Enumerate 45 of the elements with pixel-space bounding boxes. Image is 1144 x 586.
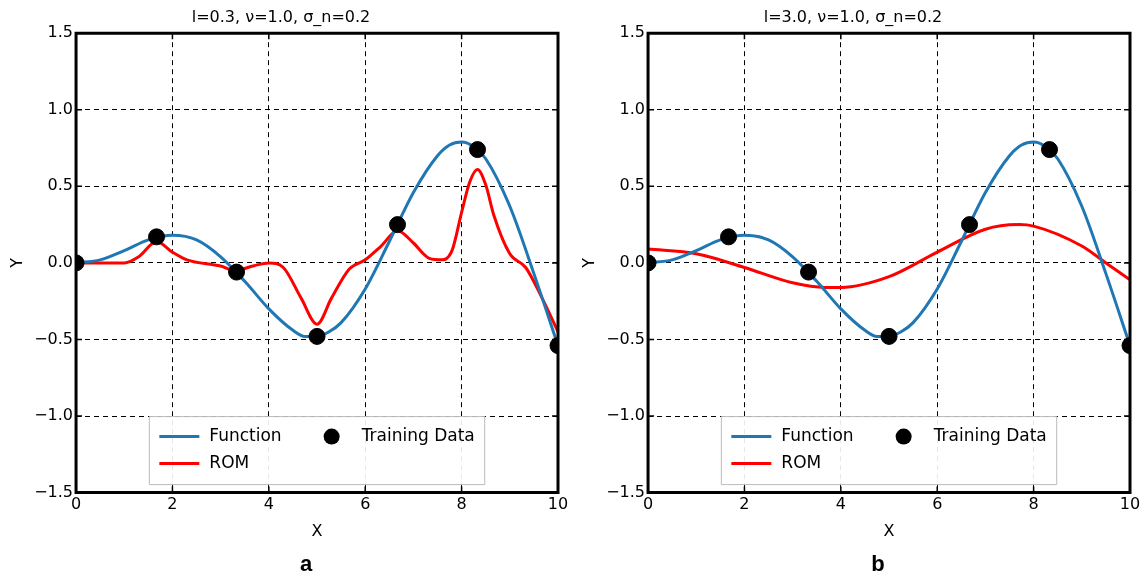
y-tick-label: 1.0 bbox=[619, 98, 646, 118]
y-tick-label: −0.5 bbox=[34, 328, 74, 348]
x-tick-label: 10 bbox=[547, 494, 569, 514]
point bbox=[880, 327, 898, 345]
legend-label: Training Data bbox=[360, 425, 475, 446]
x-tick-label: 8 bbox=[456, 494, 467, 514]
y-tick-label: 0.5 bbox=[47, 175, 74, 195]
chart-title: l=3.0, ν=1.0, σ_n=0.2 bbox=[763, 6, 943, 27]
x-tick-label: 8 bbox=[1028, 494, 1039, 514]
point bbox=[148, 228, 166, 246]
x-axis-title: X bbox=[311, 520, 323, 540]
y-tick-label: 0.0 bbox=[47, 252, 74, 272]
y-tick-label: 0.0 bbox=[619, 252, 646, 272]
y-tick-label: −1.0 bbox=[34, 405, 74, 425]
y-tick-label: −0.5 bbox=[606, 328, 646, 348]
legend-label: ROM bbox=[209, 452, 250, 473]
point bbox=[800, 263, 818, 281]
y-tick-label: 1.5 bbox=[47, 22, 74, 42]
y-axis-title: Y bbox=[578, 257, 598, 269]
point bbox=[961, 216, 979, 234]
x-axis-title: X bbox=[883, 520, 895, 540]
y-tick-label: 0.5 bbox=[619, 175, 646, 195]
x-tick-label: 4 bbox=[263, 494, 274, 514]
x-tick-label: 4 bbox=[835, 494, 846, 514]
y-axis-title: Y bbox=[6, 257, 26, 269]
point bbox=[308, 327, 326, 345]
x-tick-label: 6 bbox=[360, 494, 371, 514]
x-tick-label: 2 bbox=[167, 494, 178, 514]
text: b bbox=[870, 551, 885, 577]
legend-label: Function bbox=[209, 425, 282, 446]
x-tick-label: 10 bbox=[1119, 494, 1141, 514]
text: a bbox=[298, 551, 313, 577]
legend-label: Function bbox=[781, 425, 854, 446]
x-tick-label: 2 bbox=[739, 494, 750, 514]
chart-title: l=0.3, ν=1.0, σ_n=0.2 bbox=[191, 6, 371, 27]
y-tick-label: 1.0 bbox=[47, 98, 74, 118]
point bbox=[228, 263, 246, 281]
x-tick-label: 6 bbox=[932, 494, 943, 514]
y-tick-label: −1.0 bbox=[606, 405, 646, 425]
point bbox=[720, 228, 738, 246]
legend-label: Training Data bbox=[932, 425, 1047, 446]
line-series bbox=[648, 223, 1130, 289]
point bbox=[389, 216, 407, 234]
legend-label: ROM bbox=[781, 452, 822, 473]
y-tick-label: 1.5 bbox=[619, 22, 646, 42]
